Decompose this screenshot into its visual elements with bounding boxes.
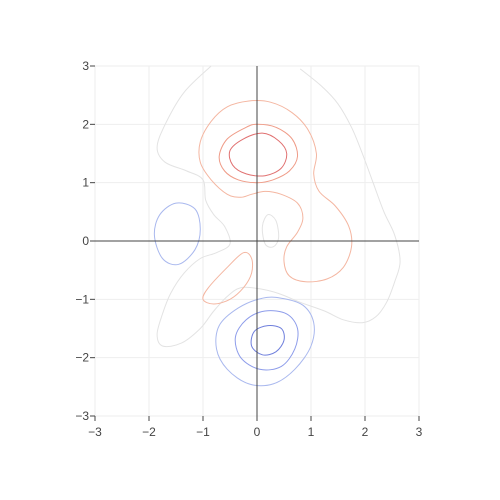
- positive-contour-side-lobe: [202, 251, 254, 305]
- y-tick-label: 1: [82, 176, 89, 190]
- x-tick-label: 0: [254, 425, 261, 439]
- y-tick-label: −2: [75, 351, 89, 365]
- y-tick-label: −1: [75, 292, 89, 306]
- x-tick-label: 3: [416, 425, 423, 439]
- x-tick-label: 2: [362, 425, 369, 439]
- x-tick-label: −1: [196, 425, 210, 439]
- outer-neutral-contour: [156, 65, 401, 348]
- y-tick-label: 2: [82, 117, 89, 131]
- axes-layer: [95, 66, 419, 416]
- negative-contour-left: [153, 202, 201, 266]
- x-tick-label: −2: [142, 425, 156, 439]
- y-tick-label: 3: [82, 59, 89, 73]
- x-tick-label: −3: [88, 425, 102, 439]
- negative-contour-low: [215, 296, 315, 387]
- positive-contour-mid: [218, 123, 299, 184]
- negative-contour-high: [250, 324, 285, 356]
- y-tick-label: 0: [82, 234, 89, 248]
- positive-contour-low: [198, 100, 353, 283]
- y-tick-label: −3: [75, 409, 89, 423]
- positive-contour-high: [228, 132, 288, 177]
- tick-layer: −3 −2 −1 0 1 2 3 −3 −2 −1 0 1 2 3: [75, 59, 422, 439]
- neutral-small-loop: [261, 214, 280, 248]
- contour-layer: [153, 65, 401, 387]
- x-tick-label: 1: [308, 425, 315, 439]
- negative-contour-mid: [234, 310, 299, 371]
